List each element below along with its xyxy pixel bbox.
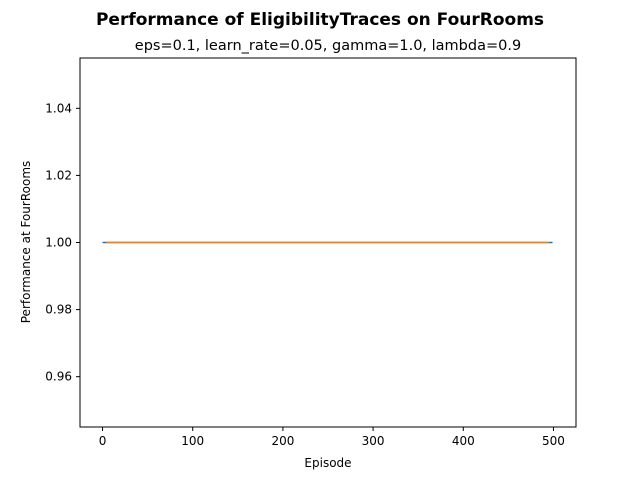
x-axis-label: Episode: [304, 456, 351, 470]
x-tick-label: 0: [99, 434, 107, 448]
x-tick-label: 100: [181, 434, 204, 448]
x-axis: 0 100 200 300 400 500: [99, 427, 565, 448]
chart-subtitle: eps=0.1, learn_rate=0.05, gamma=1.0, lam…: [135, 38, 521, 54]
y-tick-label: 1.04: [45, 101, 72, 115]
y-tick-label: 0.96: [45, 370, 72, 384]
chart-title: Performance of EligibilityTraces on Four…: [96, 10, 544, 30]
y-tick-label: 1.02: [45, 168, 72, 182]
y-axis: 0.96 0.98 1.00 1.02 1.04: [45, 101, 80, 384]
x-tick-label: 200: [271, 434, 294, 448]
y-tick-label: 0.98: [45, 303, 72, 317]
x-tick-label: 500: [542, 434, 565, 448]
x-tick-label: 300: [362, 434, 385, 448]
x-tick-label: 400: [452, 434, 475, 448]
y-tick-label: 1.00: [45, 236, 72, 250]
y-axis-label: Performance at FourRooms: [19, 161, 33, 324]
